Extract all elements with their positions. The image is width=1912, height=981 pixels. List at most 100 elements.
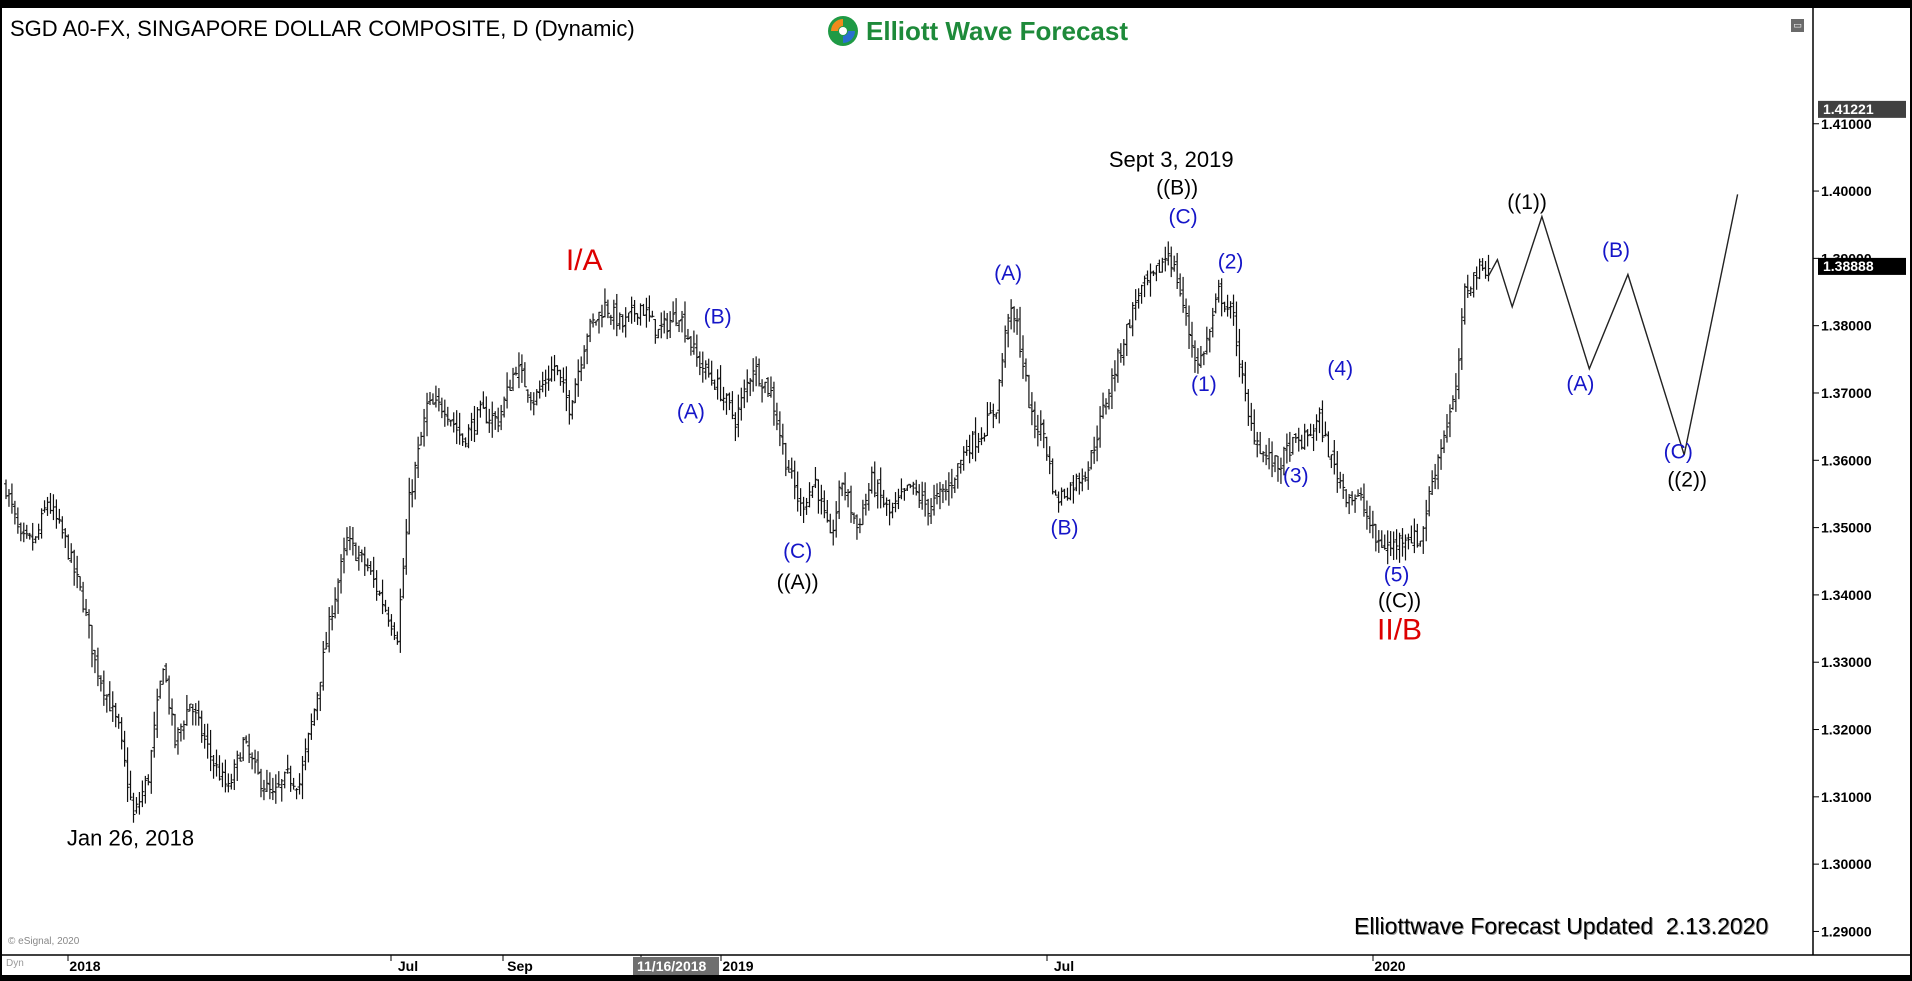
ohlc-bar [1332,440,1337,475]
ohlc-bar [1465,274,1470,298]
ohlc-bar [804,497,809,515]
ohlc-bar [1442,430,1447,454]
wave-label: Sept 3, 2019 [1109,147,1234,172]
ohlc-bar [896,488,901,510]
ohlc-bar [754,356,759,387]
time-axis[interactable]: 2018 Jul Sep 11/16/2018 2019 Jul 2020 [67,955,1406,975]
ohlc-bar [460,433,465,447]
ohlc-bar [98,675,103,692]
ohlc-bar [356,545,361,571]
ohlc-bar [1154,264,1159,282]
ohlc-bar [1430,470,1435,495]
ohlc-bar [982,432,987,442]
ohlc-bar [149,749,154,794]
ohlc-bar [1252,409,1257,445]
price-bars [4,241,1491,823]
ohlc-bar [398,588,403,653]
ohlc-bar [1192,340,1197,373]
ohlc-bar [1003,325,1008,368]
ohlc-bar [433,385,438,408]
ohlc-bar [92,649,97,674]
ohlc-bar [1326,431,1331,458]
ohlc-bar [21,522,26,543]
ohlc-bar [1356,489,1361,497]
restore-window-icon[interactable]: ▭ [1791,19,1804,32]
ohlc-bar [472,405,477,443]
ohlc-bar [1032,401,1037,439]
ohlc-bar [442,399,447,427]
wave-label: ((1)) [1507,191,1547,214]
ohlc-bar [840,482,845,497]
ohlc-bar [318,681,323,712]
ohlc-bar [929,498,934,524]
ohlc-bar [680,310,685,333]
ohlc-bar [1009,299,1014,330]
ohlc-bar [152,711,157,758]
ohlc-bar [937,481,942,510]
ohlc-bar [573,378,578,404]
ohlc-bar [522,362,527,388]
ohlc-bar [1382,534,1387,550]
dynamic-mode-label[interactable]: Dyn [6,958,24,969]
ohlc-bar [1160,257,1165,273]
ohlc-bar [653,319,658,344]
ohlc-bar [196,700,201,726]
projection-path [1487,194,1739,456]
ohlc-bar [128,770,133,801]
ohlc-bar [597,311,601,334]
ohlc-bar [860,499,865,526]
ohlc-bar [890,502,895,519]
ohlc-bar [487,408,492,433]
ohlc-bar [1424,499,1429,542]
ohlc-bar [1071,475,1076,504]
wave-label: (C) [783,540,812,563]
ohlc-bar [763,381,768,394]
ohlc-bar [1415,523,1420,548]
ohlc-bar [430,393,435,405]
ohlc-bar [878,467,883,509]
ohlc-bar [1314,414,1319,441]
ohlc-bar [1204,326,1209,355]
wave-label: II/B [1377,613,1422,646]
price-axis[interactable]: 1.410001.400001.390001.380001.370001.360… [1813,116,1872,940]
ohlc-bar [1409,525,1414,544]
ohlc-bar [244,735,249,744]
y-tick-label: 1.32000 [1821,722,1872,738]
wave-label: (B) [1602,239,1630,262]
ohlc-bar [893,492,898,513]
ohlc-bar [247,733,252,763]
ohlc-bar [199,710,204,743]
ohlc-bar [1207,328,1212,353]
wave-label: (5) [1384,563,1410,586]
ohlc-bar [1000,353,1005,387]
ohlc-bar [1296,427,1301,452]
ohlc-bar [854,514,859,540]
ohlc-bar [766,377,771,398]
ohlc-bar [110,691,115,722]
ohlc-bar [946,472,951,506]
ohlc-bar [1181,276,1186,313]
ohlc-bar [656,328,661,339]
wave-label: ((C)) [1378,590,1421,613]
ohlc-bar [745,369,750,403]
left-border [0,0,2,981]
ohlc-bar [1323,421,1328,437]
ohlc-bar [84,598,89,617]
ohlc-bar [404,518,409,575]
ohlc-bar [466,424,471,449]
ohlc-bar [579,356,584,382]
ohlc-bar [1261,451,1266,463]
ohlc-bar [1109,368,1114,409]
x-tick-label: 2020 [1374,958,1405,974]
brand-name: Elliott Wave Forecast [866,15,1128,46]
ohlc-bar [1148,263,1153,297]
ohlc-bar [508,379,513,392]
ohlc-bar [629,296,634,324]
ohlc-bar [1074,473,1079,492]
ohlc-bar [12,500,17,525]
ohlc-bar [1385,530,1390,565]
price-marker-label: 1.41221 [1823,101,1874,117]
ohlc-bar [955,463,960,489]
brand-logo: Elliott Wave Forecast [826,14,1128,48]
